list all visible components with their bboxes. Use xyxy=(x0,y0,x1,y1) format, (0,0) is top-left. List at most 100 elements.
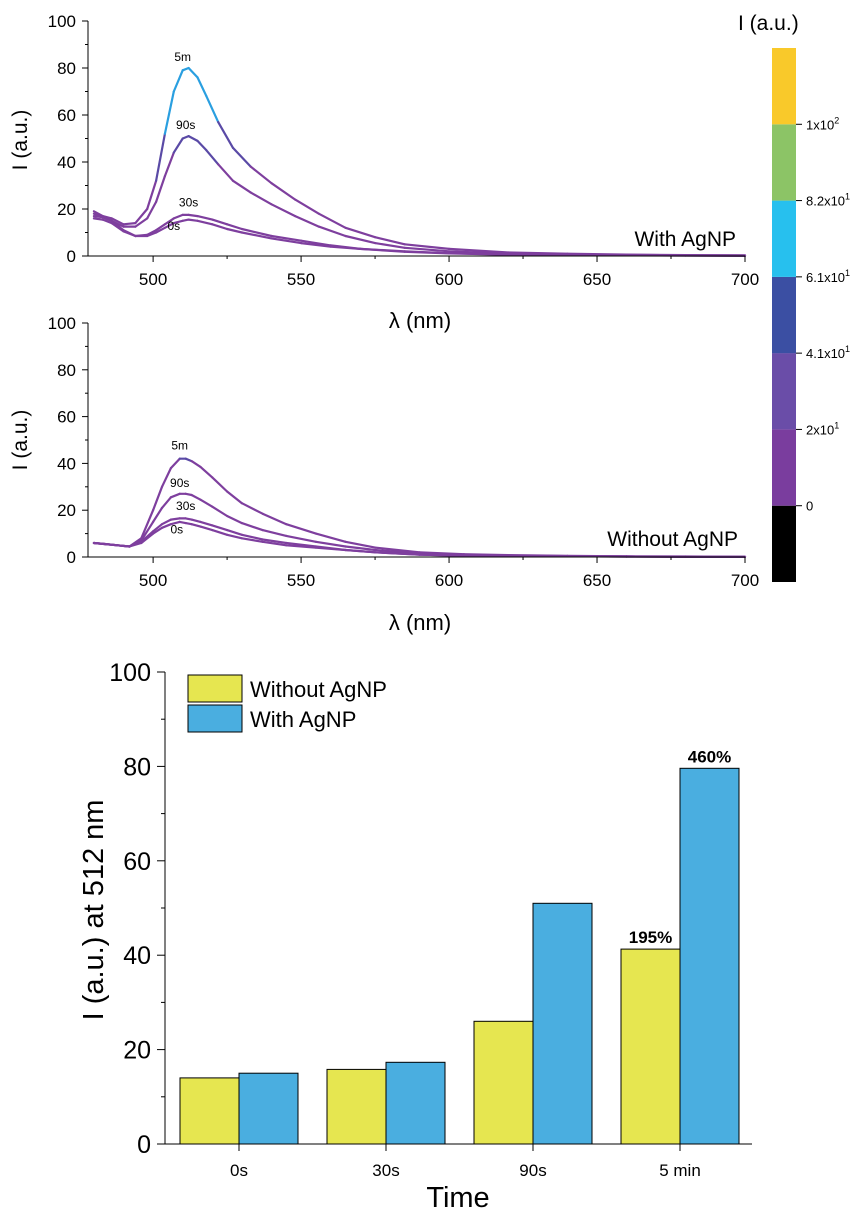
series-label-0s: 0s xyxy=(170,523,183,537)
annotation-without-agnp: Without AgNP xyxy=(607,528,738,551)
series-0s-segment xyxy=(190,523,202,528)
y-tick-label: 20 xyxy=(123,1037,151,1065)
bar-legend: Without AgNP With AgNP xyxy=(187,674,387,733)
x-tick-label: 500 xyxy=(139,270,167,289)
series-30s-segment xyxy=(152,523,164,533)
series-0s-segment xyxy=(240,231,273,240)
series-0s-segment xyxy=(300,242,332,248)
y-tick-label: 40 xyxy=(123,942,151,970)
y-tick-label: 100 xyxy=(109,659,151,687)
series-90s-segment xyxy=(270,203,297,218)
y-tick-label: 0 xyxy=(137,1131,151,1159)
x-axis-label-middle: λ (nm) xyxy=(389,610,451,635)
series-90s-segment xyxy=(134,217,149,228)
series-5m-segment xyxy=(261,512,288,526)
colorbar-title: I (a.u.) xyxy=(738,12,799,35)
series-90s-segment xyxy=(163,151,175,178)
x-tick-label: 650 xyxy=(583,571,611,590)
x-tick-label: 500 xyxy=(139,571,167,590)
series-0s-segment xyxy=(261,540,288,547)
series-90s-segment xyxy=(344,545,377,552)
series-0s-segment xyxy=(314,546,347,552)
colorbar-segment xyxy=(772,200,796,277)
series-90s-segment xyxy=(160,496,172,509)
series-0s-segment xyxy=(92,217,104,221)
series-0s-segment xyxy=(329,245,362,250)
y-tick-label: 100 xyxy=(48,12,76,31)
y-tick-label: 60 xyxy=(123,848,151,876)
series-5m-segment xyxy=(140,509,155,540)
series-label-90s: 90s xyxy=(170,476,189,490)
series-30s-segment xyxy=(146,229,158,236)
series-30s-segment xyxy=(199,520,214,527)
series-30s-segment xyxy=(240,533,264,541)
series-90s-segment xyxy=(172,137,184,154)
bar-chart-axes: 0s 30s 90s 5 min 0 20 40 60 80 100 xyxy=(109,659,752,1180)
colorbar-segment xyxy=(772,353,796,430)
colorbar-tick-label: 2x101 xyxy=(806,420,839,437)
spectrum-curves-with-agnp: 5m 90s 30s 0s xyxy=(92,50,747,257)
series-5m-segment xyxy=(169,457,181,470)
series-5m-segment xyxy=(240,502,264,515)
series-30s-segment xyxy=(169,517,181,521)
series-0s-segment xyxy=(172,219,184,225)
series-0s-segment xyxy=(104,542,119,547)
series-0s-segment xyxy=(344,548,377,554)
series-90s-segment xyxy=(285,534,317,543)
spectrum-axes-without-agnp: 0 20 40 60 80 100 500 550 600 650 700 xyxy=(48,314,760,590)
series-0s-segment xyxy=(152,526,164,535)
colorbar-segment xyxy=(772,276,796,354)
series-0s-segment xyxy=(116,544,131,548)
series-5m-segment xyxy=(190,460,202,468)
series-30s-segment xyxy=(285,541,317,548)
bar-y-axis-label: I (a.u.) at 512 nm xyxy=(78,800,110,1021)
series-5m-segment xyxy=(196,76,208,98)
series-label-90s: 90s xyxy=(176,118,195,132)
series-30s-segment xyxy=(261,538,288,545)
series-0s-segment xyxy=(122,230,137,238)
colorbar-tick-label: 1x102 xyxy=(806,115,839,132)
series-5m-segment xyxy=(403,243,451,250)
series-5m-segment xyxy=(270,182,297,201)
series-90s-segment xyxy=(152,506,164,524)
series-0s-segment xyxy=(187,218,199,222)
series-0s-segment xyxy=(169,520,181,526)
series-0s-segment xyxy=(359,247,406,253)
series-5m-segment xyxy=(344,540,377,549)
series-0s-segment xyxy=(155,226,166,234)
series-5m-segment xyxy=(317,212,347,229)
spectrum-panel-without-agnp: 5m 90s 30s 0s 0 20 40 60 80 100 500 550 600 650 700 I… xyxy=(9,314,759,635)
series-0s-segment xyxy=(140,532,155,545)
bar-chart: 195% 460% 0s 30s 90s 5 min 0 20 40 60 80 100 I (a.… xyxy=(78,659,752,1214)
series-label-0s: 0s xyxy=(167,219,180,233)
colorbar-segments xyxy=(772,48,796,582)
series-5m-segment xyxy=(374,236,406,246)
y-axis-label-top: I (a.u.) xyxy=(9,110,32,171)
series-5m-segment xyxy=(155,132,166,182)
series-0s-segment xyxy=(462,554,510,558)
x-tick-label: 5 min xyxy=(659,1161,701,1180)
series-label-5m: 5m xyxy=(171,438,188,452)
colorbar-segment xyxy=(772,429,796,506)
series-0s-segment xyxy=(285,544,317,549)
legend-label-without-agnp: Without AgNP xyxy=(250,677,387,702)
series-5m-segment xyxy=(92,210,104,218)
series-90s-segment xyxy=(261,528,288,538)
series-5m-segment xyxy=(163,90,175,135)
series-90s-segment xyxy=(196,139,208,152)
colorbar-tick-label: 8.2x101 xyxy=(806,192,850,209)
y-tick-label: 0 xyxy=(67,247,76,266)
bar-without-agnp-30s xyxy=(326,1068,387,1145)
colorbar-segment xyxy=(772,505,796,582)
series-30s-segment xyxy=(190,518,202,524)
colorbar-segment xyxy=(772,48,796,125)
series-0s-segment xyxy=(374,551,421,556)
series-30s-segment xyxy=(300,239,332,247)
y-tick-label: 100 xyxy=(48,314,76,333)
series-90s-segment xyxy=(169,492,181,499)
series-5m-segment xyxy=(199,465,214,479)
series-30s-segment xyxy=(226,528,243,536)
x-axis-label-top: λ (nm) xyxy=(389,308,451,333)
y-tick-label: 20 xyxy=(57,200,76,219)
